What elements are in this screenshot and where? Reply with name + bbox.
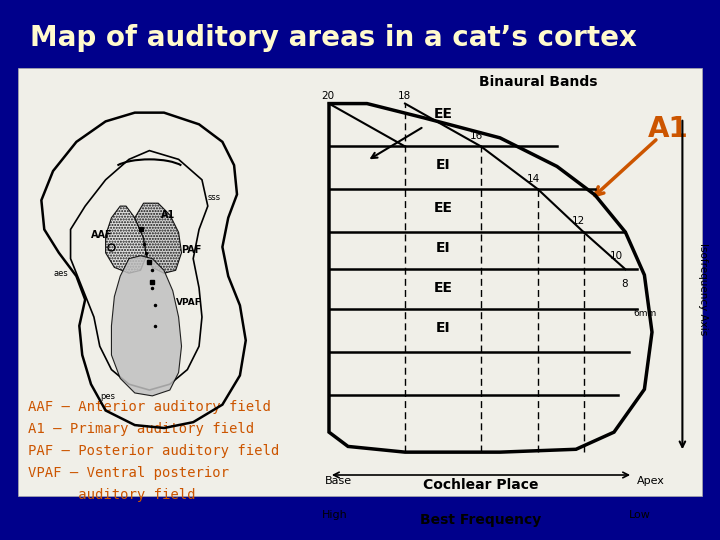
FancyBboxPatch shape bbox=[18, 68, 702, 496]
Text: EE: EE bbox=[433, 201, 452, 215]
Text: A1: A1 bbox=[161, 210, 176, 220]
Text: pes: pes bbox=[100, 392, 114, 401]
Text: auditory field: auditory field bbox=[28, 488, 196, 502]
Text: Low: Low bbox=[629, 510, 651, 520]
Text: PAF – Posterior auditory field: PAF – Posterior auditory field bbox=[28, 444, 279, 458]
Polygon shape bbox=[112, 256, 181, 396]
Text: 12: 12 bbox=[572, 217, 585, 226]
Text: 10: 10 bbox=[611, 251, 624, 261]
Text: Binaural Bands: Binaural Bands bbox=[479, 75, 598, 89]
Text: Base: Base bbox=[325, 476, 352, 485]
Text: sss: sss bbox=[208, 193, 221, 202]
Text: VPAF – Ventral posterior: VPAF – Ventral posterior bbox=[28, 466, 229, 480]
Text: A1: A1 bbox=[648, 115, 689, 143]
Text: aes: aes bbox=[53, 269, 68, 278]
Polygon shape bbox=[135, 203, 181, 273]
Text: Map of auditory areas in a cat’s cortex: Map of auditory areas in a cat’s cortex bbox=[30, 24, 637, 52]
Text: A1 – Primary auditory field: A1 – Primary auditory field bbox=[28, 422, 254, 436]
Text: 8: 8 bbox=[621, 279, 629, 289]
Text: VPAF: VPAF bbox=[176, 299, 202, 307]
Text: AAF – Anterior auditory field: AAF – Anterior auditory field bbox=[28, 400, 271, 414]
Text: Cochlear Place: Cochlear Place bbox=[423, 478, 539, 492]
Text: EI: EI bbox=[436, 241, 450, 255]
Text: 6mm: 6mm bbox=[633, 309, 656, 318]
Text: 14: 14 bbox=[526, 173, 540, 184]
Text: AAF: AAF bbox=[91, 230, 112, 240]
Text: 20: 20 bbox=[321, 91, 335, 101]
Polygon shape bbox=[106, 206, 146, 273]
Text: PAF: PAF bbox=[181, 245, 202, 255]
Text: 16: 16 bbox=[469, 131, 483, 141]
Text: 18: 18 bbox=[397, 91, 410, 101]
Text: Best Frequency: Best Frequency bbox=[420, 512, 541, 526]
Text: EE: EE bbox=[433, 107, 452, 121]
Text: EI: EI bbox=[436, 321, 450, 335]
Text: Isofrequency Axis: Isofrequency Axis bbox=[698, 243, 708, 335]
Text: Apex: Apex bbox=[636, 476, 665, 485]
Text: EI: EI bbox=[436, 158, 450, 172]
Text: EE: EE bbox=[433, 281, 452, 295]
Text: High: High bbox=[321, 510, 347, 520]
